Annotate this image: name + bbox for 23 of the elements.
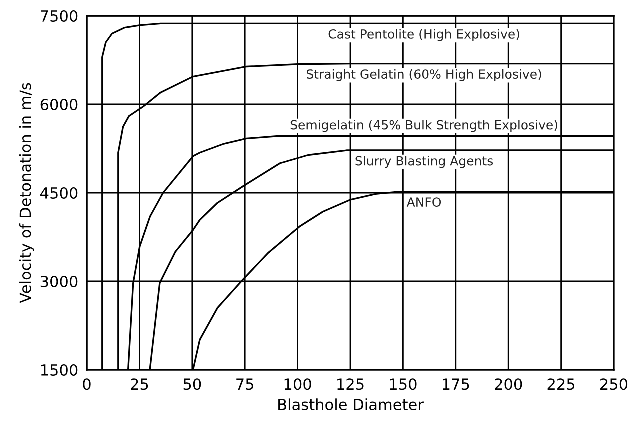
x-axis-title: Blasthole Diameter bbox=[278, 398, 424, 410]
y-tick-label: 1500 bbox=[41, 364, 78, 376]
y-tick-label: 6000 bbox=[40, 98, 78, 111]
x-tick-label: 250 bbox=[600, 378, 628, 390]
series-label: Cast Pentolite (High Explosive) bbox=[328, 29, 520, 42]
x-tick-label: 0 bbox=[83, 378, 91, 390]
series-label: Slurry Blasting Agents bbox=[356, 156, 494, 168]
series-label: Straight Gelatin (60% High Explosive) bbox=[306, 69, 542, 82]
x-tick-label: 125 bbox=[338, 378, 364, 390]
x-tick-label: 50 bbox=[184, 378, 202, 390]
series-label: ANFO bbox=[406, 198, 442, 208]
y-axis-title: Velocity of Detonation in m/s bbox=[19, 83, 34, 304]
y-tick-label: 4500 bbox=[40, 187, 78, 200]
series-label: Semigelatin (45% Bulk Strength Explosive) bbox=[290, 120, 558, 132]
x-tick-label: 200 bbox=[495, 378, 522, 390]
y-tick-label: 7500 bbox=[41, 10, 78, 22]
x-tick-label: 75 bbox=[236, 378, 254, 390]
x-tick-label: 100 bbox=[284, 378, 312, 390]
y-tick-label: 3000 bbox=[40, 276, 78, 288]
x-tick-label: 25 bbox=[131, 378, 148, 390]
x-tick-label: 225 bbox=[548, 378, 575, 390]
x-tick-label: 175 bbox=[442, 378, 470, 390]
x-tick-label: 150 bbox=[390, 378, 417, 390]
